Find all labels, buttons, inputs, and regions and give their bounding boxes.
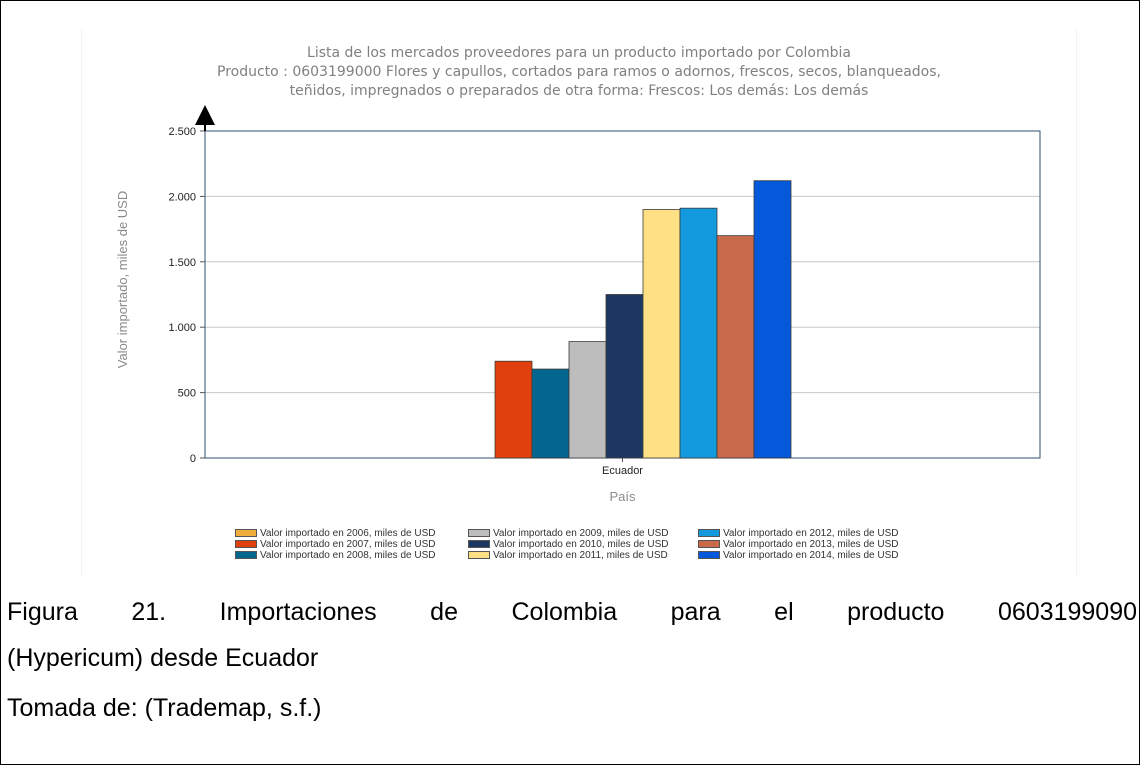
y-tick-label: 1.500 xyxy=(168,257,196,269)
y-axis-arrow-icon xyxy=(195,105,215,125)
legend-label: Valor importado en 2011, miles de USD xyxy=(493,550,668,561)
legend-label: Valor importado en 2006, miles de USD xyxy=(260,528,436,539)
y-tick-label: 1.000 xyxy=(168,322,196,334)
chart-panel: Lista de los mercados proveedores para u… xyxy=(81,29,1077,577)
legend-swatch xyxy=(698,529,720,537)
y-tick-label: 0 xyxy=(190,453,196,465)
bar xyxy=(531,368,570,459)
y-tick-label: 500 xyxy=(178,388,196,400)
legend-label: Valor importado en 2013, miles de USD xyxy=(723,539,899,550)
legend-swatch xyxy=(698,540,720,548)
legend-item: Valor importado en 2009, miles de USD xyxy=(468,528,668,539)
figure-caption-line-2: (Hypericum) desde Ecuador xyxy=(7,644,319,672)
figure-source: Tomada de: (Trademap, s.f.) xyxy=(7,694,322,722)
legend-label: Valor importado en 2007, miles de USD xyxy=(260,539,436,550)
figure-caption-line-1: Figura 21. Importaciones de Colombia par… xyxy=(7,598,1137,626)
legend-label: Valor importado en 2012, miles de USD xyxy=(723,528,899,539)
legend-swatch xyxy=(698,551,720,559)
bar-chart: 0 500 1.000 1.500 2.000 2.500 Ecuador País Valor… xyxy=(115,105,1041,504)
y-tick-label: 2.500 xyxy=(168,126,196,138)
bar xyxy=(679,207,718,459)
legend-label: Valor importado en 2010, miles de USD xyxy=(493,539,669,550)
legend-swatch xyxy=(468,551,490,559)
legend-label: Valor importado en 2009, miles de USD xyxy=(493,528,669,539)
legend-swatch xyxy=(468,529,490,537)
legend-item: Valor importado en 2010, miles de USD xyxy=(468,539,668,550)
bar xyxy=(642,209,681,459)
bar xyxy=(605,294,644,459)
y-axis-label: Valor importado, miles de USD xyxy=(115,191,130,369)
y-tick-label: 2.000 xyxy=(168,191,196,203)
bar xyxy=(716,235,755,459)
legend-item: Valor importado en 2007, miles de USD xyxy=(235,539,435,550)
legend-item: Valor importado en 2013, miles de USD xyxy=(698,539,898,550)
legend-item: Valor importado en 2011, miles de USD xyxy=(468,550,668,561)
legend-swatch xyxy=(235,529,257,537)
legend-swatch xyxy=(235,540,257,548)
legend-item: Valor importado en 2014, miles de USD xyxy=(698,550,898,561)
bar xyxy=(568,341,607,459)
bar xyxy=(494,360,533,459)
x-axis-label: País xyxy=(609,489,636,504)
chart-title: Lista de los mercados proveedores para u… xyxy=(307,45,851,61)
chart-subtitle-line-1: Producto : 0603199000 Flores y capullos,… xyxy=(217,64,941,80)
chart-subtitle-line-2: teñidos, impregnados o preparados de otr… xyxy=(289,83,869,99)
legend-label: Valor importado en 2014, miles de USD xyxy=(723,550,899,561)
legend-swatch xyxy=(235,551,257,559)
legend-item: Valor importado en 2006, miles de USD xyxy=(235,528,435,539)
legend-swatch xyxy=(468,540,490,548)
bar xyxy=(753,180,792,459)
legend-item: Valor importado en 2012, miles de USD xyxy=(698,528,898,539)
x-tick-label: Ecuador xyxy=(602,465,643,477)
legend-item: Valor importado en 2008, miles de USD xyxy=(235,550,435,561)
legend-label: Valor importado en 2008, miles de USD xyxy=(260,550,436,561)
